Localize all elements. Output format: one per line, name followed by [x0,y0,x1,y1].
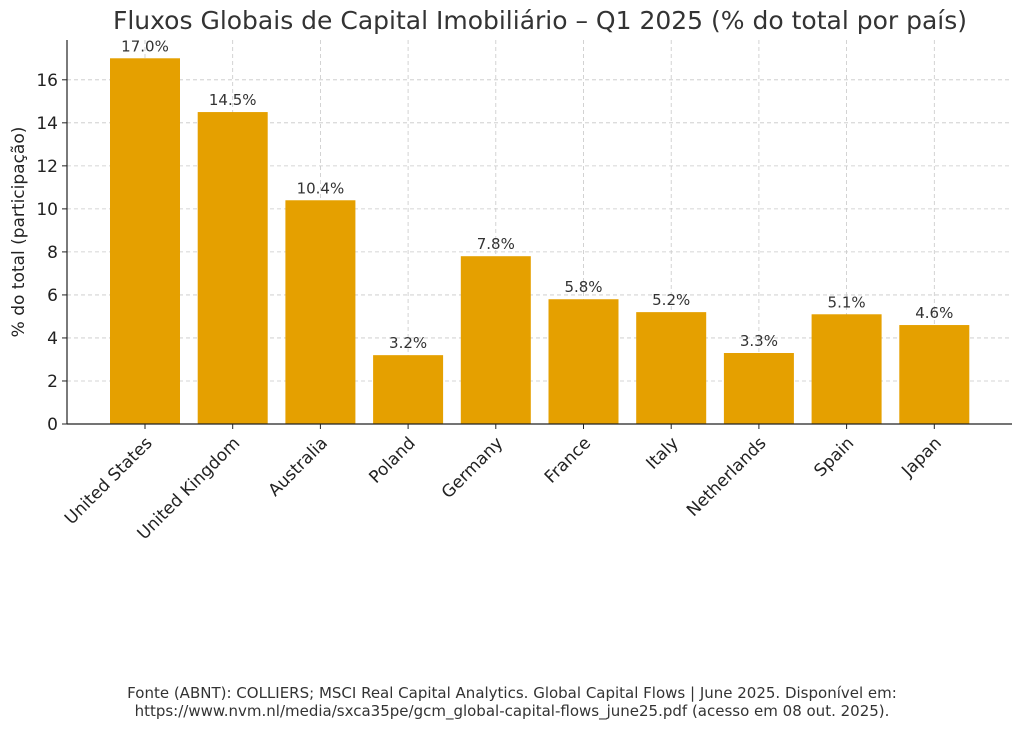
x-tick-label: Poland [365,433,419,487]
data-label: 4.6% [915,304,953,322]
data-label: 14.5% [209,91,257,109]
data-label: 10.4% [297,179,345,197]
data-label: 7.8% [477,235,515,253]
y-tick-label: 0 [47,415,58,435]
bar [110,58,180,425]
y-tick-label: 4 [47,329,58,349]
y-tick-label: 2 [47,372,58,392]
data-label: 3.3% [740,332,778,350]
y-tick-label: 8 [47,243,58,263]
chart-title: Fluxos Globais de Capital Imobiliário – … [112,6,968,35]
data-label: 17.0% [121,37,169,55]
bar [197,112,268,424]
bar [723,353,794,424]
y-tick-label: 12 [36,157,58,177]
y-tick-label: 14 [36,114,58,134]
data-label: 5.2% [652,291,690,309]
x-tick-label: Germany [438,433,507,502]
source-line-2: https://www.nvm.nl/media/sxca35pe/gcm_gl… [134,702,890,720]
source-line-1: Fonte (ABNT): COLLIERS; MSCI Real Capita… [127,684,897,702]
bar [636,312,707,424]
y-axis-label: % do total (participação) [9,127,29,338]
bar [548,299,619,424]
bar [899,325,970,424]
data-label: 5.1% [828,293,866,311]
x-tick-label: Japan [897,433,945,481]
data-label: 5.8% [564,278,602,296]
y-tick-label: 16 [36,71,58,91]
bar [460,256,531,424]
bar [373,355,444,424]
bar [285,200,356,424]
data-label: 3.2% [389,334,427,352]
x-tick-label: United States [61,433,157,529]
bar [811,314,882,424]
x-tick-label: Spain [810,433,858,481]
x-tick-label: Netherlands [683,433,771,521]
x-tick-label: Italy [643,433,683,473]
x-tick-label: Australia [265,433,332,500]
y-tick-label: 6 [47,286,58,306]
y-tick-label: 10 [36,200,58,220]
x-tick-label: France [541,433,595,487]
